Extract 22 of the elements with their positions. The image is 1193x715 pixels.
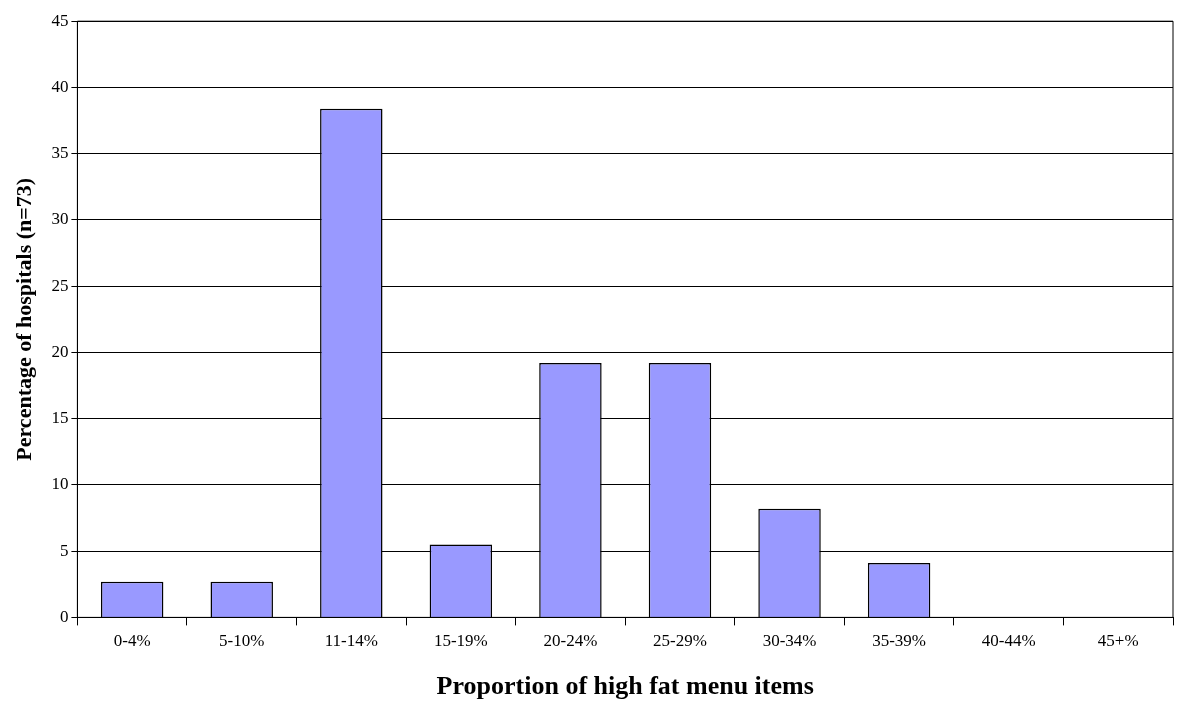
x-tick-label: 45+% xyxy=(1097,631,1139,651)
y-tick-label: 35 xyxy=(51,143,69,163)
y-tick-label: 40 xyxy=(51,76,69,96)
y-tick-label: 45 xyxy=(51,10,69,30)
x-tick-label: 25-29% xyxy=(653,631,707,651)
x-tick-label: 35-39% xyxy=(872,631,927,651)
x-tick-label: 15-19% xyxy=(433,631,488,651)
y-axis-title: Percentage of hospitals (n=73) xyxy=(10,177,36,461)
y-tick-label: 5 xyxy=(59,540,69,560)
x-tick-label: 30-34% xyxy=(762,631,817,651)
y-tick-label: 15 xyxy=(51,408,69,428)
x-tick-label: 40-44% xyxy=(981,631,1036,651)
x-tick-label: 20-24% xyxy=(543,631,598,651)
x-tick-label: 11-14% xyxy=(324,631,378,651)
y-tick-label: 20 xyxy=(51,341,69,361)
y-tick-label: 25 xyxy=(51,275,69,295)
x-tick-label: 5-10% xyxy=(219,631,265,651)
y-tick-label: 10 xyxy=(51,474,69,494)
x-tick-label: 0-4% xyxy=(113,631,151,651)
y-tick-label: 0 xyxy=(59,606,69,626)
x-axis-title: Proportion of high fat menu items xyxy=(436,671,814,701)
y-tick-label: 30 xyxy=(51,209,69,229)
